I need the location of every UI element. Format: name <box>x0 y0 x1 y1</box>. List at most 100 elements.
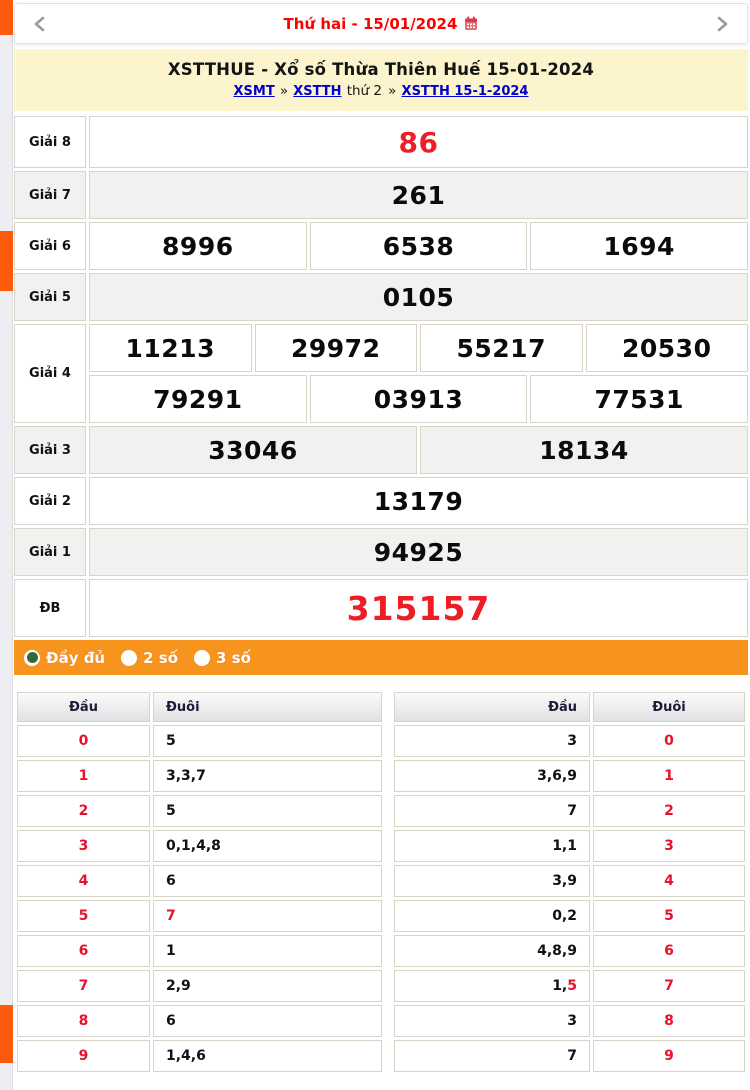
column-header-dau: Đầu <box>17 692 150 722</box>
orange-strip-block <box>0 231 13 291</box>
prize-number-cell: 8996 <box>89 222 307 270</box>
prize-number-cell: 33046 <box>89 426 417 474</box>
prize-number-cell: 20530 <box>585 324 748 372</box>
prize-label: ĐB <box>14 579 86 637</box>
prize-row: Giải 2 13179 <box>14 477 748 525</box>
head-cell: 8 <box>17 1005 150 1037</box>
tail-cell: 4 <box>593 865 745 897</box>
tail-cell: 9 <box>593 1040 745 1072</box>
radio-icon[interactable] <box>121 649 138 666</box>
tail-cell: 6 <box>153 865 382 897</box>
tail-cell: 2 <box>593 795 745 827</box>
table-row: 1 3,3,7 <box>17 760 382 792</box>
breadcrumb-separator: » <box>279 83 289 99</box>
orange-strip-block <box>0 1005 13 1063</box>
head-cell: 5 <box>17 900 150 932</box>
date-picker[interactable]: Thứ hai - 15/01/2024 <box>284 15 479 33</box>
prize-label: Giải 3 <box>14 426 86 474</box>
chevron-right-icon[interactable] <box>712 13 734 35</box>
tail-cell: 3 <box>593 830 745 862</box>
head-cell: 1,5 <box>394 970 590 1002</box>
head-cell: 3 <box>17 830 150 862</box>
head-cell: 1,1 <box>394 830 590 862</box>
table-row: 1,5 7 <box>394 970 745 1002</box>
prize-number-cell: 55217 <box>420 324 583 372</box>
tail-cell: 7 <box>153 900 382 932</box>
prize-number-cell: 1694 <box>530 222 749 270</box>
head-cell: 7 <box>394 795 590 827</box>
prize-number-cell: 315157 <box>89 579 748 637</box>
prize-number-cell: 6538 <box>309 222 528 270</box>
head-cell: 0,2 <box>394 900 590 932</box>
tail-cell: 7 <box>593 970 745 1002</box>
prize-number-cell: 94925 <box>89 528 748 576</box>
tail-cell: 0,1,4,8 <box>153 830 382 862</box>
head-cell: 4,8,9 <box>394 935 590 967</box>
table-row: 3,9 4 <box>394 865 745 897</box>
result-header-box: XSTTHUE - Xổ số Thừa Thiên Huế 15-01-202… <box>14 49 748 111</box>
breadcrumb-link[interactable]: XSMT <box>233 84 275 99</box>
prize-row: ĐB 315157 <box>14 579 748 637</box>
tail-cell: 2,9 <box>153 970 382 1002</box>
head-cell: 3 <box>394 1005 590 1037</box>
prize-number-cell: 03913 <box>309 375 528 423</box>
head-cell: 9 <box>17 1040 150 1072</box>
filter-option-1[interactable]: 2 số <box>121 649 178 667</box>
tail-cell: 5 <box>593 900 745 932</box>
calendar-icon[interactable] <box>464 16 478 31</box>
prize-row: Giải 7 261 <box>14 171 748 219</box>
column-header-duoi: Đuôi <box>153 692 382 722</box>
table-row: 3,6,9 1 <box>394 760 745 792</box>
results-table: Giải 8 86 Giải 7 261 Giải 6 8996 6538 1694 Giải … <box>14 116 749 637</box>
main-content: Thứ hai - 15/01/2024 XSTTHUE <box>14 3 749 1075</box>
prize-label: Giải 5 <box>14 273 86 321</box>
left-edge-strip <box>0 0 13 1090</box>
tail-cell: 5 <box>153 725 382 757</box>
tail-cell: 1 <box>593 760 745 792</box>
table-row: 7 2,9 <box>17 970 382 1002</box>
radio-icon[interactable] <box>194 649 211 666</box>
page-title: XSTTHUE - Xổ số Thừa Thiên Huế 15-01-202… <box>167 60 595 79</box>
breadcrumb: XSMT » XSTTH thứ 2 » XSTTH 15-1-2024 <box>14 83 748 99</box>
prize-label: Giải 6 <box>14 222 86 270</box>
filter-option-2[interactable]: 3 số <box>194 649 251 667</box>
breadcrumb-link[interactable]: XSTTH 15-1-2024 <box>401 84 529 99</box>
head-tail-section: Đầu Đuôi 0 5 1 3,3,7 2 5 3 0,1,4,8 4 6 5 7 6 1 7 2,9 8 6 9… <box>14 689 748 1075</box>
breadcrumb-link[interactable]: XSTTH <box>293 84 342 99</box>
prize-row: Giải 4 11213 29972 55217 20530 79291 03913 7753… <box>14 324 749 423</box>
prize-label: Giải 2 <box>14 477 86 525</box>
table-row: 3 0,1,4,8 <box>17 830 382 862</box>
prize-number-cell: 13179 <box>89 477 748 525</box>
breadcrumb-separator: thứ 2 <box>346 83 382 99</box>
head-cell: 3,9 <box>394 865 590 897</box>
head-cell: 1 <box>17 760 150 792</box>
tail-cell: 6 <box>153 1005 382 1037</box>
breadcrumb-separator: » <box>388 83 397 99</box>
chevron-left-icon[interactable] <box>28 13 50 35</box>
prize-label: Giải 7 <box>14 171 86 219</box>
tail-cell: 5 <box>153 795 382 827</box>
tail-cell: 3,3,7 <box>153 760 382 792</box>
prize-number-cell: 77531 <box>530 375 749 423</box>
prize-number-cell: 261 <box>89 171 748 219</box>
date-nav-bar: Thứ hai - 15/01/2024 <box>14 3 748 44</box>
prize-number-cell: 18134 <box>420 426 748 474</box>
radio-selected-icon[interactable] <box>24 649 40 666</box>
head-tail-table-left: Đầu Đuôi 0 5 1 3,3,7 2 5 3 0,1,4,8 4 6 5 7 6 1 7 2,9 8 6 9… <box>14 689 385 1075</box>
date-label: Thứ hai - 15/01/2024 <box>283 14 458 33</box>
prize-label: Giải 8 <box>14 116 86 168</box>
head-cell: 0 <box>17 725 150 757</box>
display-filter-bar: Đầy đủ 2 số 3 số <box>14 640 748 675</box>
head-cell: 2 <box>17 795 150 827</box>
table-row: 0,2 5 <box>394 900 745 932</box>
filter-option-0[interactable]: Đầy đủ <box>24 649 105 667</box>
filter-option-label: 3 số <box>216 648 251 667</box>
prize-label: Giải 4 <box>14 324 86 423</box>
